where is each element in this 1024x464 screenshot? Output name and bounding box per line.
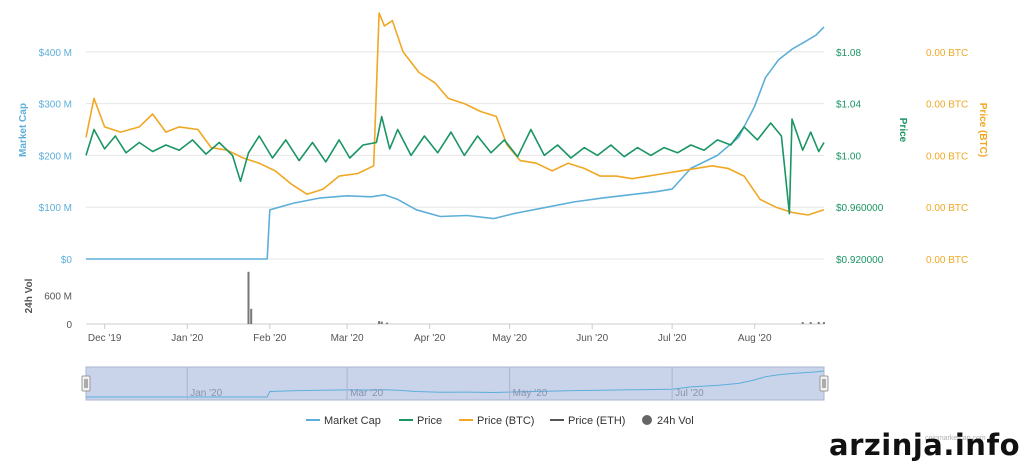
navigator-selection bbox=[85, 366, 825, 401]
price-tick-label: $0.920000 bbox=[836, 255, 884, 266]
price-btc-tick-label: 0.00 BTC bbox=[926, 255, 968, 266]
market-cap-tick-label: $300 M bbox=[39, 100, 72, 111]
chart-credits[interactable]: coinmarketcap.com bbox=[925, 435, 986, 442]
x-tick-label: Dec '19 bbox=[88, 333, 122, 344]
legend-label: Price bbox=[417, 415, 442, 427]
volume-axis-title: 24h Vol bbox=[24, 278, 35, 313]
navigator-series-line bbox=[86, 370, 825, 398]
price-axis: $0.920000 $0.960000 $1.00 $1.04 $1.08 Price bbox=[836, 48, 908, 266]
grid-lines bbox=[86, 51, 824, 260]
legend-label: 24h Vol bbox=[657, 415, 694, 427]
volume-axis: 0 600 M 24h Vol bbox=[24, 278, 824, 331]
legend-label: Price (BTC) bbox=[477, 415, 534, 427]
volume-bars bbox=[247, 271, 825, 325]
x-tick-label: Jan '20 bbox=[171, 333, 203, 344]
chart-legend[interactable]: Market Cap Price Price (BTC) Price (ETH) 24h… bbox=[306, 415, 694, 427]
legend-label: Price (ETH) bbox=[568, 415, 625, 427]
price-btc-tick-label: 0.00 BTC bbox=[926, 100, 968, 111]
site-watermark: arzinja.info bbox=[829, 428, 1020, 462]
navigator-left-handle[interactable] bbox=[81, 375, 91, 392]
price-btc-tick-label: 0.00 BTC bbox=[926, 203, 968, 214]
volume-bar bbox=[380, 321, 383, 324]
x-tick-label: Jun '20 bbox=[576, 333, 608, 344]
price-tick-label: $0.960000 bbox=[836, 203, 884, 214]
volume-tick-label: 600 M bbox=[44, 292, 72, 303]
range-navigator[interactable]: Jan '20 Mar '20 May '20 Jul '20 bbox=[81, 366, 829, 401]
navigator-tick-label: Mar '20 bbox=[350, 388, 383, 399]
price-btc-axis-title: Price (BTC) bbox=[977, 103, 988, 157]
navigator-tick-label: Jan '20 bbox=[190, 388, 222, 399]
volume-bar bbox=[801, 322, 804, 324]
navigator-right-handle[interactable] bbox=[819, 375, 829, 392]
market-cap-axis: $0 $100 M $200 M $300 M $400 M Market Cap bbox=[18, 48, 72, 266]
x-tick-label: Apr '20 bbox=[414, 333, 446, 344]
price-btc-tick-label: 0.00 BTC bbox=[926, 48, 968, 59]
price-tick-label: $1.00 bbox=[836, 151, 861, 162]
navigator-tick-label: Jul '20 bbox=[675, 388, 704, 399]
price-btc-axis: 0.00 BTC 0.00 BTC 0.00 BTC 0.00 BTC 0.00 BTC… bbox=[926, 48, 988, 266]
x-tick-label: Jul '20 bbox=[658, 333, 687, 344]
market-cap-tick-label: $0 bbox=[61, 255, 73, 266]
x-tick-label: Mar '20 bbox=[331, 333, 364, 344]
market-cap-axis-title: Market Cap bbox=[18, 103, 29, 157]
x-tick-label: Aug '20 bbox=[738, 333, 772, 344]
legend-symbol-circle bbox=[642, 415, 652, 425]
legend-item-price[interactable]: Price bbox=[399, 415, 442, 427]
price-tick-label: $1.04 bbox=[836, 100, 861, 111]
volume-bar bbox=[817, 321, 820, 324]
legend-item-price-btc[interactable]: Price (BTC) bbox=[459, 415, 534, 427]
x-tick-label: Feb '20 bbox=[253, 333, 286, 344]
market-cap-tick-label: $100 M bbox=[39, 203, 72, 214]
volume-bar bbox=[378, 321, 381, 324]
volume-bar bbox=[809, 322, 812, 324]
price-btc-tick-label: 0.00 BTC bbox=[926, 151, 968, 162]
legend-label: Market Cap bbox=[324, 415, 381, 427]
volume-bar bbox=[823, 322, 825, 324]
series-line-price bbox=[85, 115, 825, 215]
series-lines bbox=[85, 12, 825, 260]
legend-item-24h-vol[interactable]: 24h Vol bbox=[642, 415, 694, 427]
volume-bar bbox=[386, 322, 389, 324]
volume-bar bbox=[247, 271, 250, 325]
volume-bar bbox=[250, 308, 253, 324]
price-tick-label: $1.08 bbox=[836, 48, 861, 59]
series-line-price-btc bbox=[85, 12, 825, 216]
market-cap-tick-label: $400 M bbox=[39, 48, 72, 59]
series-line-market-cap bbox=[86, 26, 825, 260]
x-axis: Dec '19 Jan '20 Feb '20 Mar '20 Apr '20 May '… bbox=[88, 324, 772, 344]
price-axis-title: Price bbox=[897, 118, 908, 143]
volume-tick-label: 0 bbox=[66, 320, 72, 331]
market-cap-tick-label: $200 M bbox=[39, 151, 72, 162]
legend-item-market-cap[interactable]: Market Cap bbox=[306, 415, 381, 427]
x-tick-label: May '20 bbox=[492, 333, 527, 344]
legend-item-price-eth[interactable]: Price (ETH) bbox=[550, 415, 625, 427]
navigator-tick-label: May '20 bbox=[513, 388, 548, 399]
